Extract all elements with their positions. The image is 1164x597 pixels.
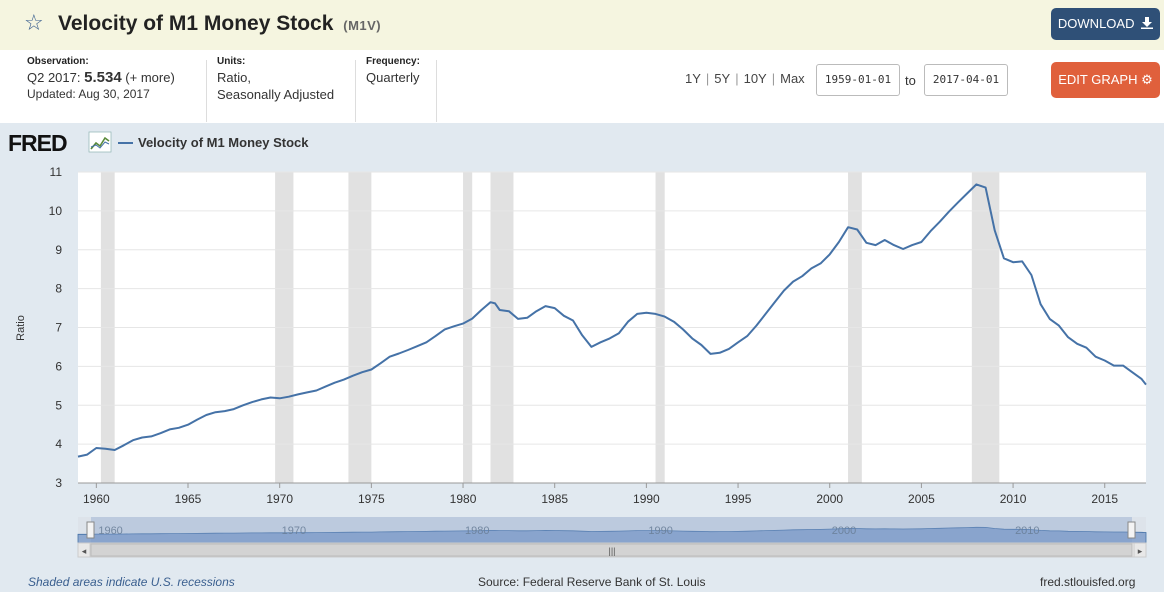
frequency-block: Frequency: Quarterly (366, 56, 420, 86)
frequency-label: Frequency: (366, 56, 420, 67)
units-line2: Seasonally Adjusted (217, 87, 335, 102)
page-title: Velocity of M1 Money Stock (M1V) (58, 12, 381, 36)
navigator-selection[interactable] (91, 517, 1132, 543)
navigator-area (77, 526, 1147, 544)
title-bar: ☆ Velocity of M1 Money Stock (M1V) DOWNL… (0, 0, 1164, 50)
series-id: (M1V) (343, 18, 382, 33)
x-tick-label: 2010 (1000, 492, 1027, 506)
observation-period: Q2 2017: (27, 70, 81, 85)
x-tick-label: 1970 (266, 492, 293, 506)
navigator-label: 1970 (282, 525, 306, 537)
star-icon[interactable]: ☆ (24, 10, 44, 35)
observation-more-link[interactable]: (+ more) (125, 70, 175, 85)
source-note: Source: Federal Reserve Bank of St. Loui… (478, 575, 706, 589)
updated-date: Updated: Aug 30, 2017 (27, 87, 150, 101)
range-1y-link[interactable]: 1Y (685, 71, 701, 86)
observation-value: 5.534 (84, 69, 122, 86)
legend-label: Velocity of M1 Money Stock (138, 135, 309, 150)
recession-note: Shaded areas indicate U.S. recessions (28, 575, 235, 589)
navigator-label: 1990 (648, 525, 672, 537)
x-tick-label: 1980 (450, 492, 477, 506)
series-title: Velocity of M1 Money Stock (58, 12, 334, 35)
x-tick-label: 1985 (541, 492, 568, 506)
divider (206, 60, 207, 122)
navigator-label: 2000 (832, 525, 856, 537)
scroll-left-button[interactable] (77, 542, 91, 558)
edit-graph-button[interactable]: EDIT GRAPH ⚙ (1051, 62, 1160, 98)
to-label: to (905, 73, 916, 88)
navigator-label: 2010 (1015, 525, 1039, 537)
site-link[interactable]: fred.stlouisfed.org (1040, 575, 1136, 589)
x-tick-label: 2000 (816, 492, 843, 506)
y-tick-label: 4 (55, 437, 62, 451)
units-label: Units: (217, 56, 246, 67)
start-date-input[interactable]: 1959-01-01 (816, 64, 900, 96)
y-tick-label: 5 (55, 398, 62, 412)
navigator-label: 1980 (465, 525, 489, 537)
divider (355, 60, 356, 122)
download-icon (1141, 17, 1154, 29)
y-tick-label: 6 (55, 359, 62, 373)
frequency-value: Quarterly (366, 70, 420, 85)
x-axis: 1960 1965 1970 1975 1980 1985 1990 1995 2000 2005… (78, 482, 1146, 506)
x-tick-label: 1960 (83, 492, 110, 506)
divider (436, 60, 437, 122)
y-tick-label: 10 (49, 204, 63, 218)
navigator-right-handle[interactable] (1127, 521, 1136, 539)
chart-area: FRED Velocity of M1 Money Stock Ratio 3 4… (0, 123, 1164, 592)
range-max-link[interactable]: Max (780, 71, 805, 86)
x-tick-label: 1995 (725, 492, 752, 506)
x-tick-label: 1990 (633, 492, 660, 506)
navigator-left-handle[interactable] (86, 521, 95, 539)
x-tick-label: 2005 (908, 492, 935, 506)
observation-block: Observation: Q2 2017: 5.534 (+ more) Upd… (27, 56, 175, 103)
end-date-input[interactable]: 2017-04-01 (924, 64, 1008, 96)
observation-label: Observation: (27, 56, 89, 67)
download-label: DOWNLOAD (1057, 16, 1135, 31)
y-tick-label: 7 (55, 321, 62, 335)
y-tick-label: 11 (50, 165, 63, 179)
y-axis: 3 4 5 6 7 8 9 10 11 (49, 165, 63, 490)
x-tick-label: 1965 (175, 492, 202, 506)
range-5y-link[interactable]: 5Y (714, 71, 731, 86)
y-tick-label: 8 (55, 282, 62, 296)
download-button[interactable]: DOWNLOAD (1051, 8, 1160, 40)
series-line (77, 183, 1147, 458)
scrollbar-thumb[interactable] (90, 543, 1133, 557)
edit-graph-label: EDIT GRAPH (1058, 72, 1138, 87)
range-links: 1Y | 5Y | 10Y | Max (685, 71, 805, 86)
navigator-label: 1960 (98, 525, 122, 537)
scroll-left-icon: ◂ (82, 546, 87, 556)
scroll-right-button[interactable] (1133, 542, 1147, 558)
gear-icon: ⚙ (1141, 72, 1153, 87)
units-block: Units: Ratio, Seasonally Adjusted (217, 56, 334, 103)
fred-logo: FRED (8, 130, 67, 156)
navigator-labels: 1960 1970 1980 1990 2000 2010 (98, 525, 1039, 537)
scrollbar-grip-icon: ||| (608, 546, 615, 556)
range-10y-link[interactable]: 10Y (743, 71, 767, 86)
scroll-right-icon: ▸ (1138, 546, 1143, 556)
fred-logo-chart-icon (88, 131, 112, 153)
units-line1: Ratio, (217, 70, 251, 85)
chart-svg: FRED Velocity of M1 Money Stock Ratio 3 4… (8, 130, 1147, 558)
y-tick-label: 9 (55, 243, 62, 257)
x-tick-label: 1975 (358, 492, 385, 506)
y-tick-label: 3 (55, 476, 62, 490)
x-tick-label: 2015 (1091, 492, 1118, 506)
y-axis-label: Ratio (15, 315, 27, 341)
